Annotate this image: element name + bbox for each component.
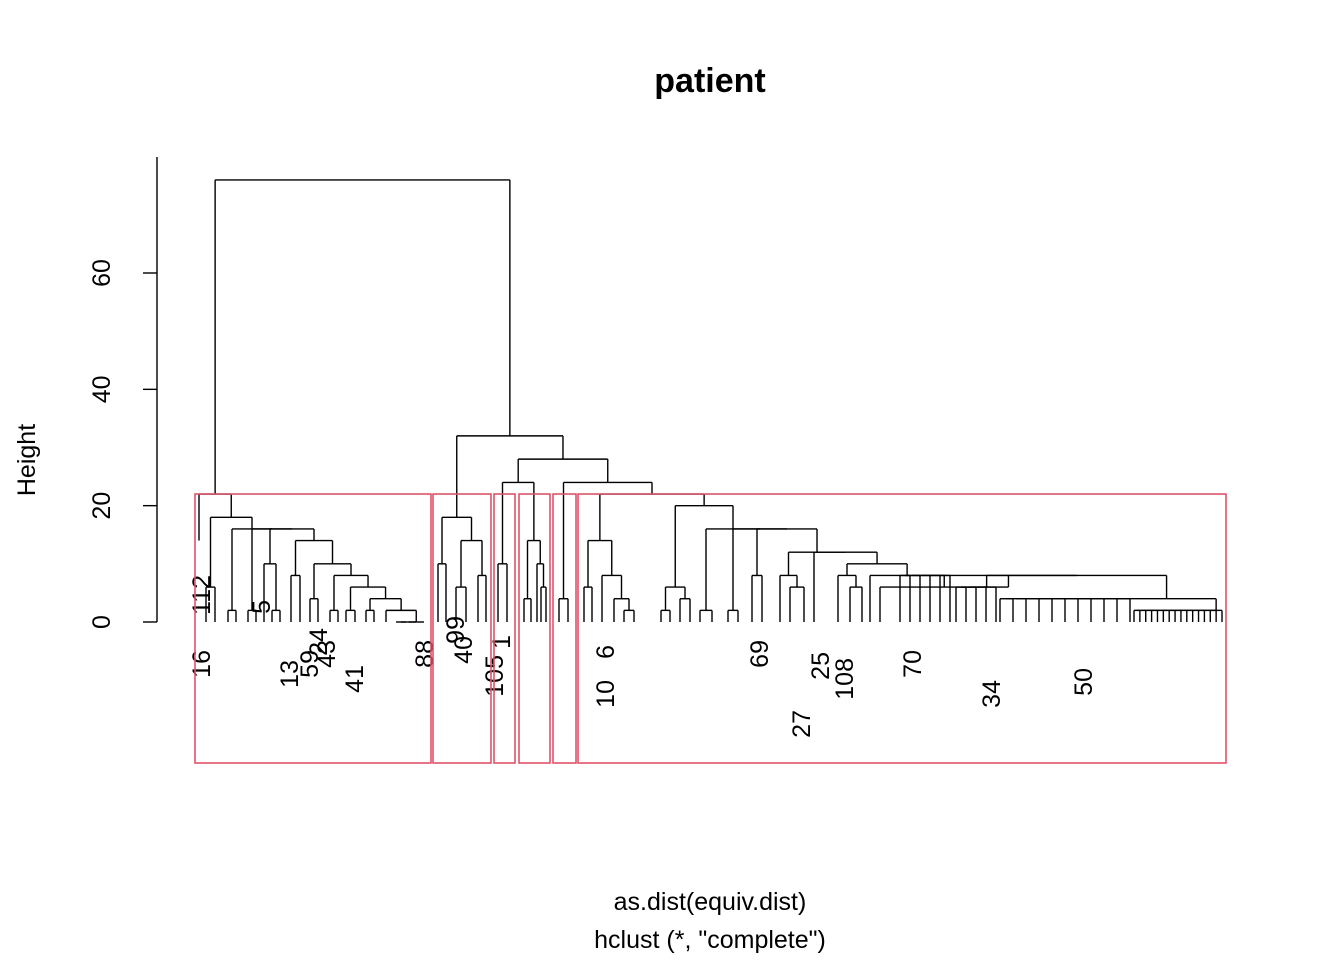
leaf-label: 6 bbox=[592, 645, 620, 659]
cluster-rectangles bbox=[194, 493, 1227, 764]
leaf-label: 105 bbox=[481, 655, 509, 697]
leaf-label: 69 bbox=[746, 640, 774, 668]
x-axis-label: as.dist(equiv.dist) bbox=[614, 888, 807, 916]
leaf-label: 5 bbox=[248, 600, 276, 614]
leaf-label: 108 bbox=[831, 658, 859, 700]
cluster-rectangle bbox=[552, 493, 577, 764]
y-tick-label: 40 bbox=[88, 375, 116, 403]
leaf-label: 24 bbox=[305, 628, 333, 656]
cluster-rectangle bbox=[577, 493, 1227, 764]
leaf-label: 1 bbox=[488, 635, 516, 649]
method-subtitle: hclust (*, "complete") bbox=[594, 926, 826, 954]
cluster-rectangle bbox=[432, 493, 492, 764]
y-tick-label: 20 bbox=[88, 492, 116, 520]
y-tick-label: 60 bbox=[88, 259, 116, 287]
leaf-label: 59 bbox=[296, 650, 324, 678]
leaf-label: 99 bbox=[442, 616, 470, 644]
y-axis-label: Height bbox=[13, 424, 41, 496]
leaf-label: 25 bbox=[807, 652, 835, 680]
chart-title: patient bbox=[654, 62, 765, 100]
leaf-label: 27 bbox=[788, 710, 816, 738]
leaf-label: 10 bbox=[592, 680, 620, 708]
leaf-label: 50 bbox=[1070, 668, 1098, 696]
leaf-label: 34 bbox=[978, 680, 1006, 708]
leaf-label: 43 bbox=[313, 640, 341, 668]
leaf-label: 16 bbox=[188, 650, 216, 678]
leaf-label: 70 bbox=[899, 650, 927, 678]
dendrogram-tree bbox=[198, 179, 1223, 623]
cluster-rectangle bbox=[493, 493, 516, 764]
leaf-label: 41 bbox=[341, 665, 369, 693]
leaf-label: 40 bbox=[450, 636, 478, 664]
leaf-label: 112 bbox=[188, 575, 216, 615]
y-tick-label: 0 bbox=[88, 615, 116, 629]
cluster-rectangle bbox=[518, 493, 551, 764]
cluster-rectangle bbox=[194, 493, 432, 764]
leaf-label: 88 bbox=[411, 640, 439, 668]
leaf-label: 13 bbox=[276, 660, 304, 688]
y-axis: 0 20 40 60 bbox=[88, 157, 158, 629]
